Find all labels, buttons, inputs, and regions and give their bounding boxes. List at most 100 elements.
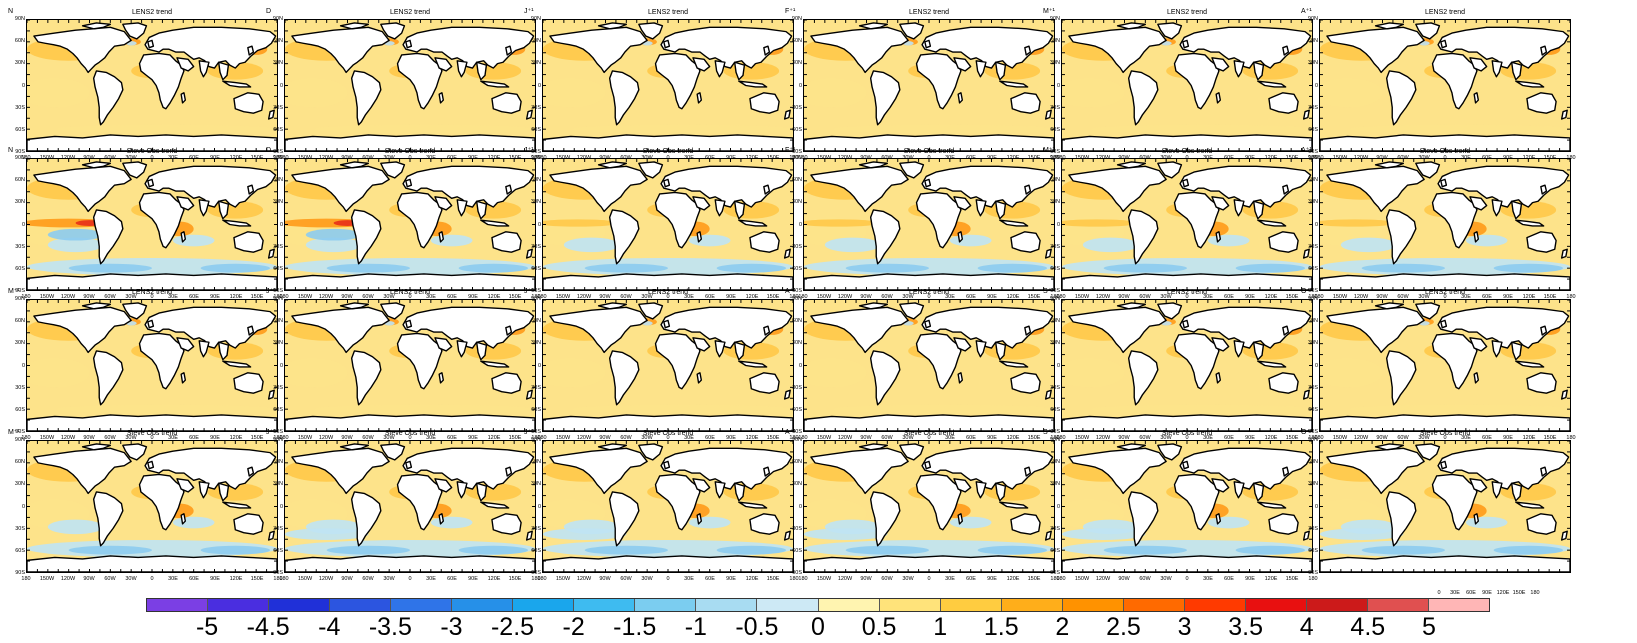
lon-tick-label: 90W: [1118, 294, 1130, 300]
panel-month-label: F⁺¹: [785, 8, 796, 15]
colorbar-swatch: [757, 599, 819, 611]
trend-anomaly-patch: [47, 228, 104, 241]
lon-tick-label: 90W: [1376, 435, 1388, 441]
map-plot: [542, 440, 794, 573]
landmass-australia: [1268, 513, 1299, 535]
map-svg: [1062, 441, 1312, 572]
landmass-nz: [525, 109, 533, 120]
panel-title: LENS2 trend: [131, 9, 173, 16]
lon-tick-label: 30E: [426, 576, 436, 582]
landmass-uk: [663, 319, 671, 329]
lon-tick-label: 120E: [745, 435, 759, 441]
landmass-eurasia: [144, 26, 277, 69]
lat-tick-label: 90N: [791, 296, 802, 302]
landmass-antarctica: [543, 555, 793, 572]
landmass-south-america: [350, 350, 382, 406]
landmass-uk: [1440, 39, 1448, 49]
lon-tick-label: 180: [789, 294, 799, 300]
landmass-eurasia: [1437, 306, 1570, 349]
landmass-japan: [1540, 184, 1548, 195]
lon-tick-label: 30E: [426, 294, 436, 300]
landmass-japan: [1024, 45, 1032, 56]
landmass-arabia: [176, 478, 195, 493]
trend-anomaly-patch: [1320, 358, 1383, 388]
lon-tick-label: 150E: [508, 576, 522, 582]
lat-tick-label: 60N: [791, 459, 802, 466]
map-plot: [542, 299, 794, 432]
lat-tick-label: 60S: [531, 126, 541, 133]
landmass-greenland: [122, 22, 148, 40]
landmass-se-asia: [1510, 61, 1523, 81]
landmass-japan: [505, 184, 513, 195]
lat-tick-label: 30N: [791, 199, 802, 206]
lat-tick-label: 30S: [1308, 525, 1318, 532]
colorbar-tick-label: 3: [1177, 613, 1192, 641]
panel-title: Steve Obs trend: [903, 430, 955, 437]
landmass-north-america: [1326, 26, 1425, 74]
landmass-uk: [1182, 460, 1190, 470]
landmass-india: [975, 60, 987, 78]
lat-tick-label: 30S: [531, 243, 541, 250]
panel-month-label: D: [266, 147, 272, 154]
lat-tick-label: 0: [1056, 362, 1060, 369]
lon-tick-label: 0: [927, 435, 931, 441]
lat-tick-label: 30N: [530, 199, 541, 206]
landmass-uk: [147, 460, 155, 470]
trend-anomaly-patch: [68, 545, 152, 555]
trend-anomaly-patch: [68, 263, 152, 273]
landmass-eurasia: [1437, 165, 1570, 208]
lon-tick-label: 180: [1050, 155, 1060, 161]
landmass-africa: [654, 332, 701, 390]
landmass-arctic-isles: [858, 302, 889, 310]
lat-tick-label: 60S: [1050, 406, 1060, 413]
panel-title: Steve Obs trend: [126, 430, 178, 437]
landmass-arabia: [953, 57, 972, 72]
lon-tick-label: 180: [537, 435, 547, 441]
lon-tick-label: 30E: [1203, 435, 1213, 441]
landmass-madagascar: [696, 92, 703, 104]
landmass-japan: [1282, 325, 1290, 336]
lat-tick-label: 90S: [1050, 570, 1060, 576]
lon-tick-label: 90W: [1118, 576, 1130, 582]
landmass-antarctica: [1320, 555, 1570, 572]
lat-tick-label: 30N: [791, 340, 802, 347]
trend-anomaly-patch: [584, 545, 668, 555]
landmass-south-america: [869, 350, 901, 406]
map-plot: [284, 299, 536, 432]
lon-tick-label: 90W: [341, 576, 353, 582]
lon-tick-label: 150W: [1074, 294, 1090, 300]
lat-tick-label: 60S: [1050, 126, 1060, 133]
lat-tick-label: 90N: [1307, 296, 1318, 302]
landmass-nz: [783, 248, 791, 259]
lon-tick-label: 0: [408, 576, 412, 582]
lat-tick-label: 30S: [1308, 384, 1318, 391]
lon-tick-label: 180: [1050, 576, 1060, 582]
lon-tick-label: 90W: [1376, 294, 1388, 300]
landmass-antarctica: [1320, 273, 1570, 290]
landmass-antarctica: [27, 134, 277, 151]
lat-tick-label: 30N: [1307, 199, 1318, 206]
colorbar-swatch: [1367, 599, 1429, 611]
lon-tick-label: 30E: [1450, 590, 1460, 596]
trend-anomaly-patch: [949, 234, 992, 247]
landmass-south-america: [1127, 70, 1159, 126]
landmass-australia: [1010, 513, 1041, 535]
landmass-se-asia: [475, 482, 488, 502]
landmass-japan: [505, 325, 513, 336]
lon-tick-label: 90E: [210, 576, 220, 582]
landmass-greenland: [899, 302, 925, 320]
landmass-south-america: [92, 209, 124, 265]
map-plot: [26, 299, 278, 432]
lon-tick-label: 120E: [1006, 435, 1020, 441]
trend-anomaly-patch: [285, 78, 348, 108]
trend-anomaly-patch: [172, 516, 215, 529]
lon-tick-label: 120W: [318, 435, 334, 441]
landmass-india: [1491, 199, 1503, 217]
lat-tick-label: 90S: [531, 570, 541, 576]
lon-tick-label: 120W: [318, 576, 334, 582]
landmass-uk: [147, 39, 155, 49]
lat-tick-label: 60N: [1307, 177, 1318, 184]
lat-tick-label: 90N: [272, 155, 283, 161]
lat-tick-label: 90S: [1050, 429, 1060, 435]
